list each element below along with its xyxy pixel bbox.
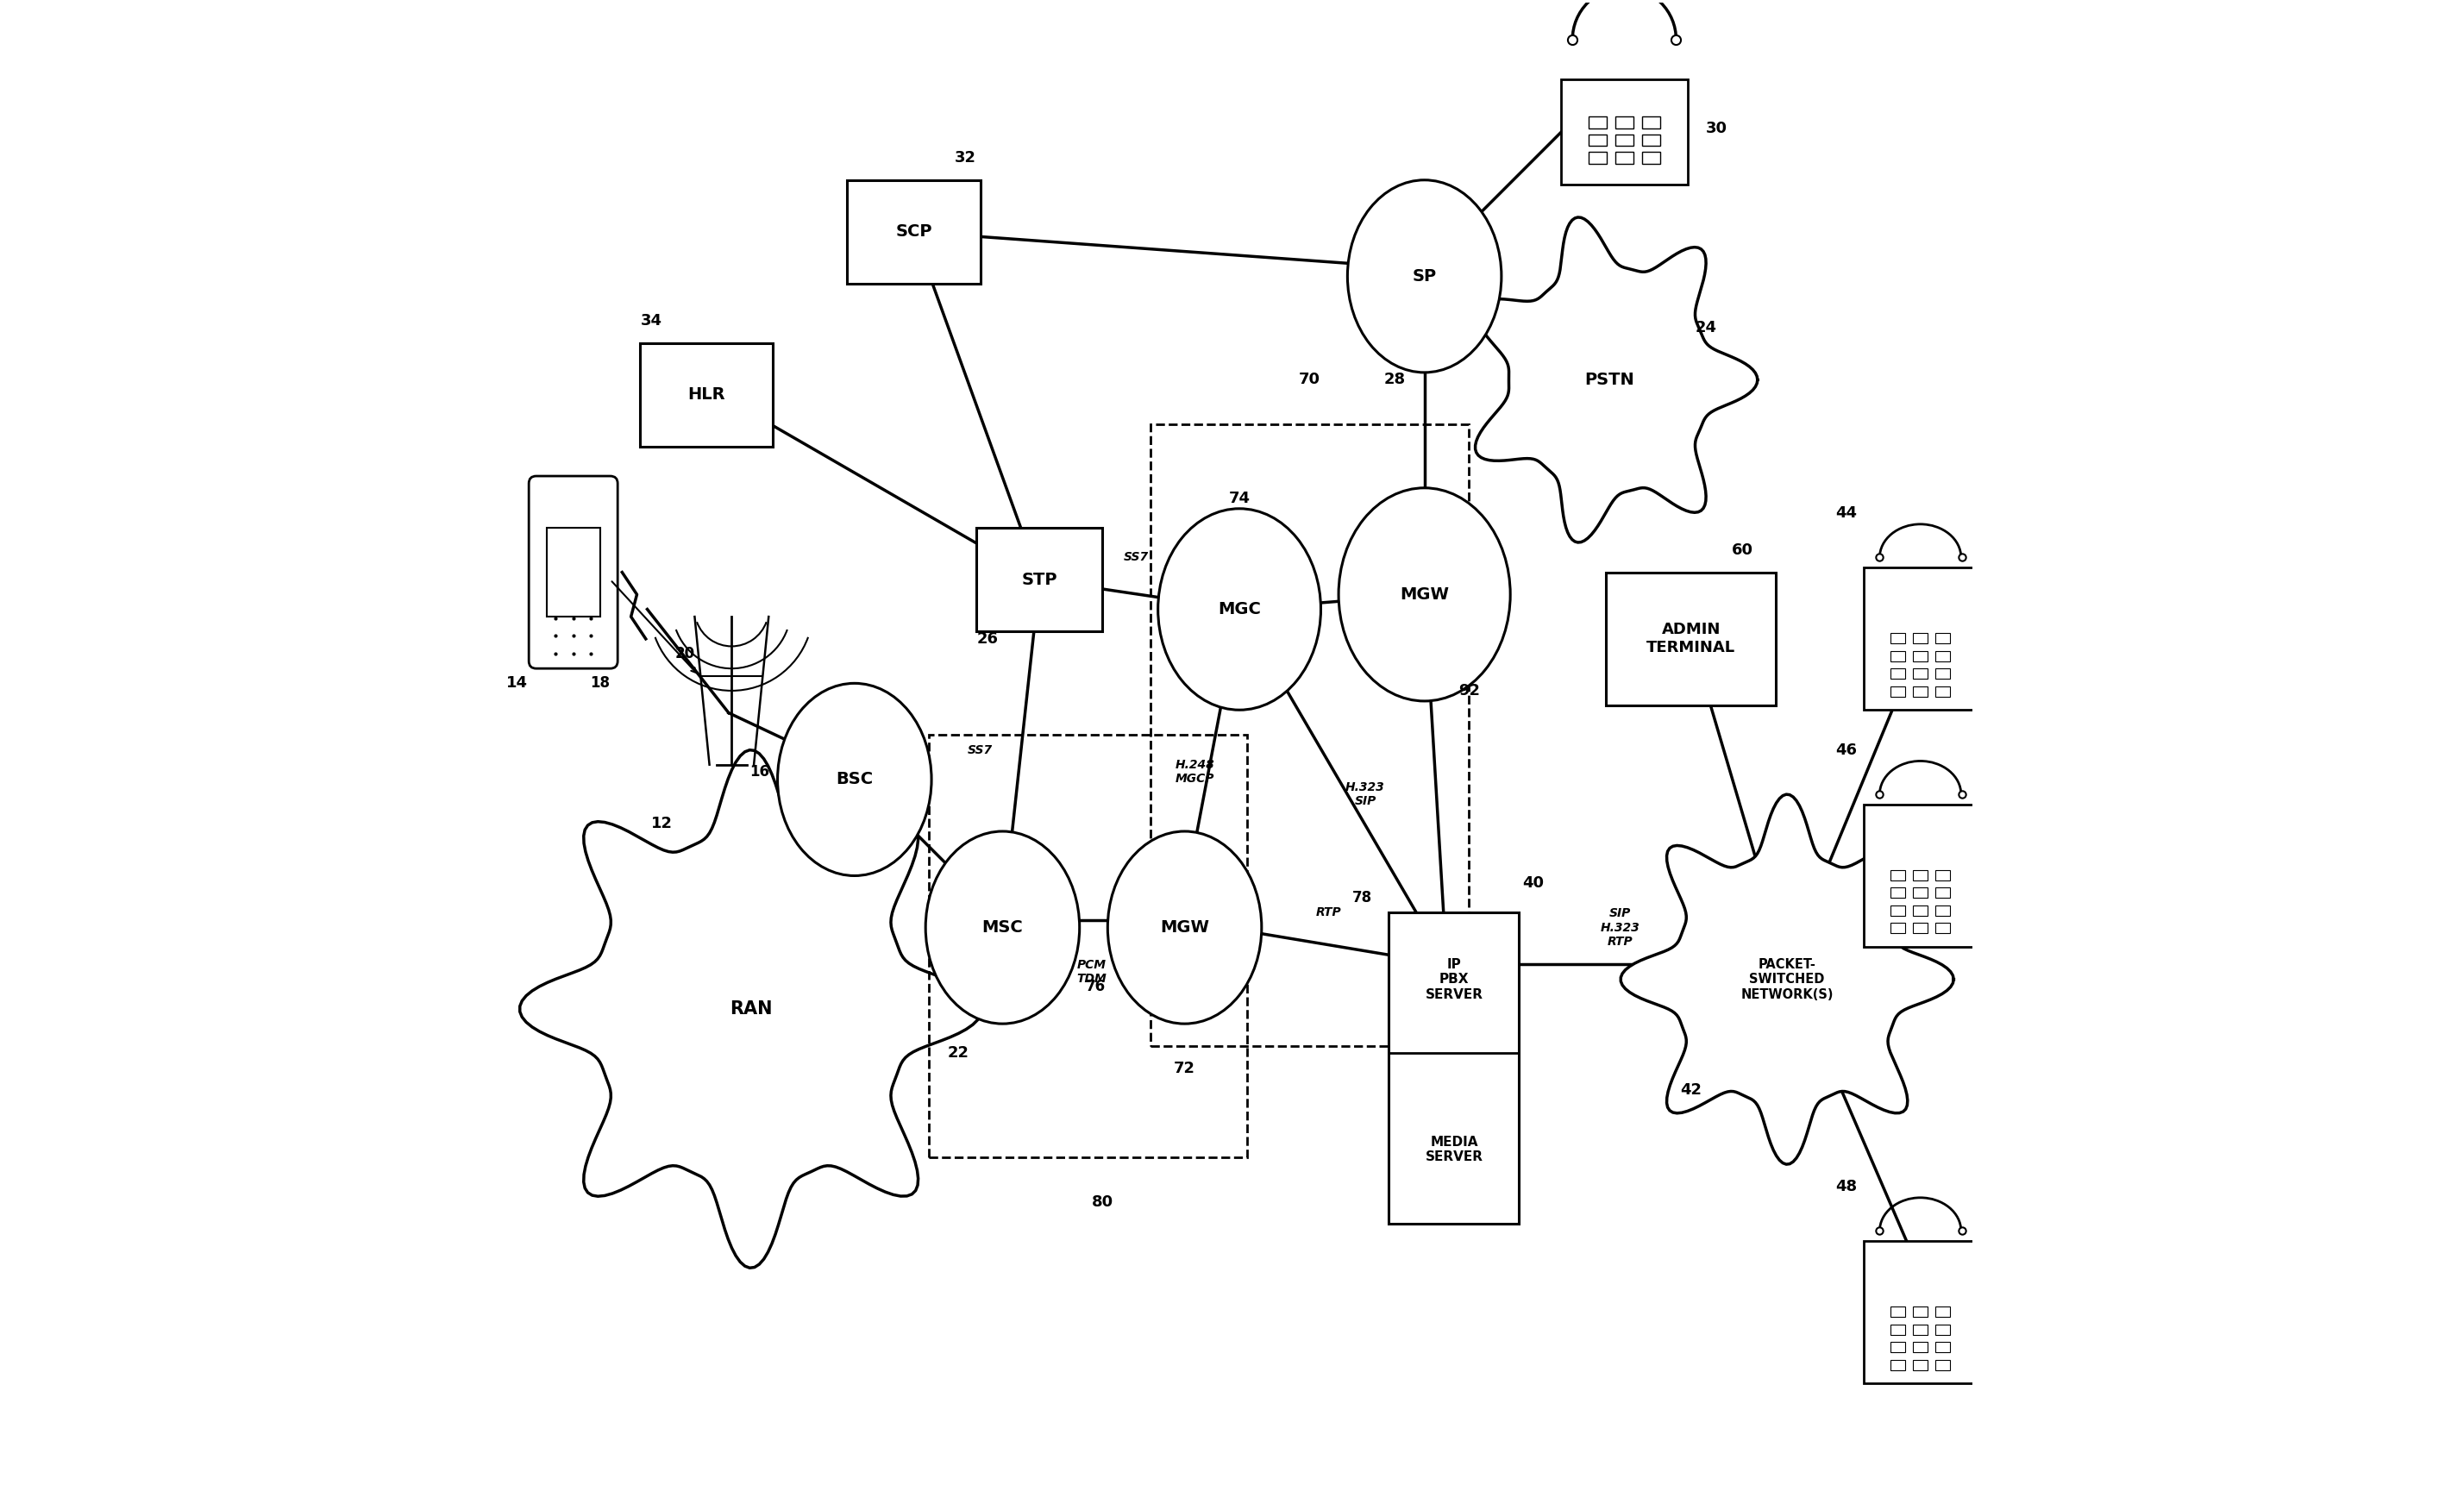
Ellipse shape	[1158, 509, 1321, 710]
Text: SS7: SS7	[968, 744, 993, 756]
Text: PSTN: PSTN	[1584, 371, 1634, 388]
Text: 60: 60	[1732, 542, 1754, 558]
Text: 76: 76	[1087, 979, 1106, 995]
Polygon shape	[520, 750, 983, 1268]
Text: SIP
H.323
RTP: SIP H.323 RTP	[1599, 907, 1639, 947]
Text: MGW: MGW	[1400, 587, 1449, 603]
Text: 18: 18	[589, 676, 609, 691]
Ellipse shape	[926, 832, 1079, 1023]
Text: RAN: RAN	[729, 1001, 771, 1017]
Text: 20: 20	[675, 646, 695, 661]
FancyBboxPatch shape	[1865, 567, 1976, 710]
Text: 92: 92	[1459, 683, 1481, 698]
Text: 22: 22	[946, 1045, 968, 1062]
Text: MGC: MGC	[1217, 601, 1262, 618]
Text: HLR: HLR	[687, 386, 724, 402]
Text: 44: 44	[1836, 505, 1858, 521]
Polygon shape	[1621, 794, 1954, 1164]
Text: SCP: SCP	[894, 224, 931, 241]
Text: 80: 80	[1092, 1194, 1114, 1209]
FancyBboxPatch shape	[530, 477, 618, 668]
Text: 46: 46	[1836, 742, 1858, 757]
FancyBboxPatch shape	[1607, 572, 1777, 705]
Text: SP: SP	[1412, 267, 1437, 285]
Text: MGW: MGW	[1161, 919, 1210, 936]
Text: H.323
SIP: H.323 SIP	[1345, 781, 1385, 808]
Text: SS7: SS7	[1124, 551, 1148, 563]
Text: 42: 42	[1680, 1083, 1703, 1097]
Text: BSC: BSC	[835, 771, 872, 787]
Text: 24: 24	[1695, 321, 1717, 336]
Ellipse shape	[779, 683, 931, 876]
Text: 16: 16	[749, 765, 769, 780]
Text: 32: 32	[954, 150, 976, 166]
FancyBboxPatch shape	[1865, 805, 1976, 947]
FancyBboxPatch shape	[1560, 79, 1688, 184]
Text: 26: 26	[976, 631, 998, 646]
Text: 78: 78	[1353, 890, 1372, 906]
Text: 48: 48	[1836, 1179, 1858, 1194]
Text: PCM
TDM: PCM TDM	[1077, 959, 1106, 985]
Text: IP
PBX
SERVER: IP PBX SERVER	[1424, 958, 1483, 1001]
Ellipse shape	[1338, 489, 1510, 701]
Text: 14: 14	[505, 676, 527, 691]
Text: 40: 40	[1523, 875, 1545, 891]
Ellipse shape	[1348, 180, 1501, 373]
Text: PACKET-
SWITCHED
NETWORK(S): PACKET- SWITCHED NETWORK(S)	[1740, 958, 1833, 1001]
Ellipse shape	[1109, 832, 1262, 1023]
Text: 30: 30	[1705, 120, 1727, 137]
FancyBboxPatch shape	[976, 527, 1101, 631]
FancyBboxPatch shape	[848, 180, 981, 284]
Text: 72: 72	[1173, 1060, 1195, 1077]
Text: 28: 28	[1385, 373, 1404, 388]
FancyBboxPatch shape	[641, 343, 774, 447]
FancyBboxPatch shape	[1390, 913, 1520, 1224]
Text: 70: 70	[1299, 371, 1321, 388]
Text: MEDIA
SERVER: MEDIA SERVER	[1424, 1136, 1483, 1164]
Text: 74: 74	[1230, 490, 1249, 506]
Text: MSC: MSC	[983, 919, 1023, 936]
FancyBboxPatch shape	[1865, 1241, 1976, 1384]
Text: H.248
MGCP: H.248 MGCP	[1175, 759, 1215, 786]
Text: RTP: RTP	[1316, 907, 1340, 919]
Text: 12: 12	[650, 817, 673, 832]
Text: STP: STP	[1023, 572, 1057, 588]
Text: ADMIN
TERMINAL: ADMIN TERMINAL	[1646, 622, 1735, 655]
Text: 34: 34	[641, 313, 663, 328]
Polygon shape	[1476, 217, 1757, 542]
